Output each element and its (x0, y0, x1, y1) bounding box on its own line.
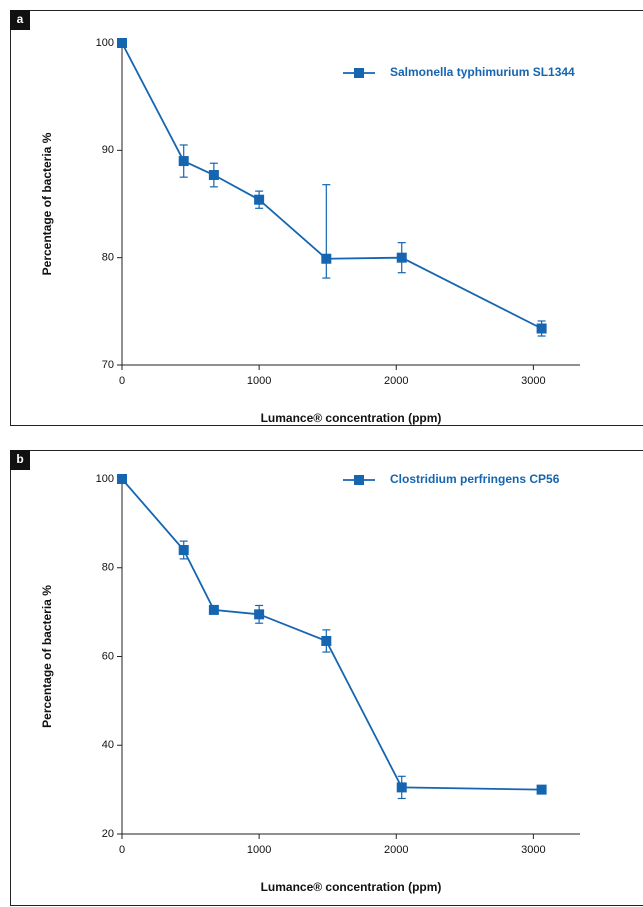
y-axis-label: Percentage of bacteria % (40, 132, 54, 275)
legend-marker (354, 68, 364, 78)
panel-frame (10, 450, 643, 906)
marker (254, 194, 265, 205)
marker (321, 253, 332, 264)
panel-label: b (16, 452, 23, 466)
x-tick-label: 3000 (521, 844, 545, 856)
x-tick-label: 1000 (247, 844, 271, 856)
marker (117, 38, 127, 48)
x-tick-label: 2000 (384, 844, 408, 856)
marker (178, 545, 189, 555)
marker (208, 604, 219, 615)
marker (178, 156, 189, 167)
error-bar (322, 184, 331, 279)
y-tick-label: 80 (102, 562, 114, 574)
marker (536, 323, 547, 334)
y-axis-label: Percentage of bacteria % (40, 585, 54, 728)
legend-label: Clostridium perfringens CP56 (390, 472, 560, 486)
y-tick-label: 100 (96, 37, 114, 49)
panel-label-box (10, 450, 30, 470)
marker (117, 474, 127, 484)
panel-label: a (17, 12, 24, 26)
x-tick-label: 0 (119, 844, 125, 856)
panel-label-box (10, 10, 30, 30)
marker (396, 252, 407, 263)
y-tick-label: 100 (96, 473, 114, 485)
series-line (121, 478, 542, 791)
x-tick-label: 3000 (521, 375, 545, 387)
marker (396, 782, 407, 793)
legend-label: Salmonella typhimurium SL1344 (390, 65, 575, 79)
x-axis-label: Lumance® concentration (ppm) (261, 880, 442, 894)
y-tick-label: 80 (102, 252, 114, 264)
y-tick-label: 40 (102, 739, 114, 751)
marker (208, 170, 219, 181)
y-tick-label: 60 (102, 650, 114, 662)
series-line (121, 42, 543, 330)
legend-marker (354, 475, 364, 485)
y-tick-label: 20 (102, 828, 114, 840)
x-tick-label: 2000 (384, 375, 408, 387)
y-tick-label: 70 (102, 359, 114, 371)
x-tick-label: 0 (119, 375, 125, 387)
panel-frame (10, 10, 643, 426)
y-tick-label: 90 (102, 144, 114, 156)
x-axis-label: Lumance® concentration (ppm) (261, 411, 442, 425)
marker (321, 635, 332, 646)
marker (536, 784, 547, 795)
x-tick-label: 1000 (247, 375, 271, 387)
marker (254, 609, 265, 620)
